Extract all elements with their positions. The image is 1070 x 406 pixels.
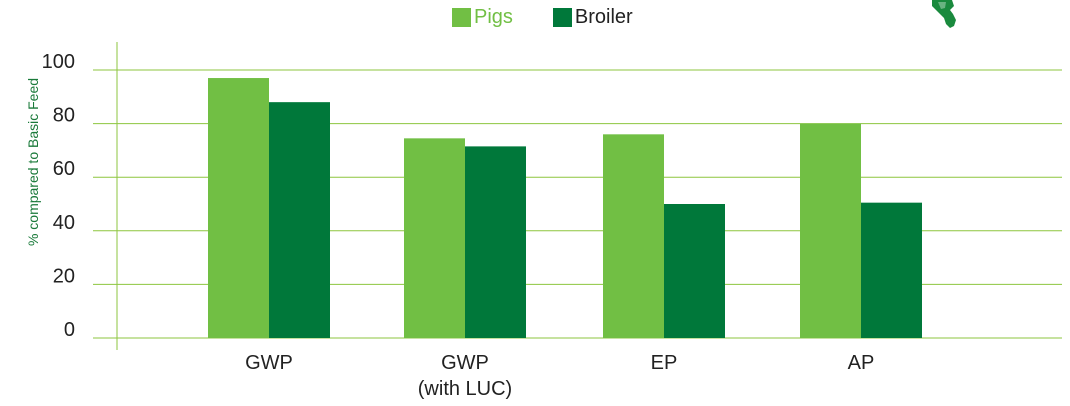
x-tick-label: GWP: [245, 352, 293, 374]
x-tick-label: AP: [848, 352, 875, 374]
bar-pigs-3: [800, 123, 861, 338]
x-tick-labels: GWP GWP (with LUC) EP AP: [245, 352, 874, 400]
legend-swatch-broiler: [552, 8, 572, 27]
map-icon: [932, 0, 956, 28]
y-tick-label: 60: [53, 158, 75, 180]
legend-item-pigs: Pigs: [452, 6, 513, 29]
bar-broiler-1: [465, 146, 526, 338]
x-tick-label: EP: [651, 352, 678, 374]
y-tick-label: 80: [53, 105, 75, 127]
y-tick-label: 100: [42, 51, 75, 73]
bar-broiler-3: [861, 202, 922, 338]
bar-pigs-2: [603, 134, 664, 338]
bars: [208, 78, 922, 338]
y-tick-label: 20: [53, 265, 75, 287]
legend-label-pigs: Pigs: [474, 6, 513, 28]
legend-swatch-pigs: [452, 8, 471, 27]
bar-pigs-1: [404, 138, 465, 338]
x-tick-label: GWP (with LUC): [418, 352, 512, 400]
legend: Pigs Broiler: [452, 6, 673, 29]
bar-pigs-0: [208, 78, 269, 338]
bar-broiler-0: [269, 102, 330, 338]
y-tick-label: 40: [53, 212, 75, 234]
legend-label-broiler: Broiler: [574, 6, 633, 28]
bar-broiler-2: [664, 204, 725, 338]
legend-item-broiler: Broiler: [552, 6, 633, 29]
y-tick-label: 0: [64, 319, 75, 341]
y-axis-label: % compared to Basic Feed: [25, 77, 41, 247]
y-tick-labels: 0 20 40 60 80 100: [42, 51, 75, 341]
